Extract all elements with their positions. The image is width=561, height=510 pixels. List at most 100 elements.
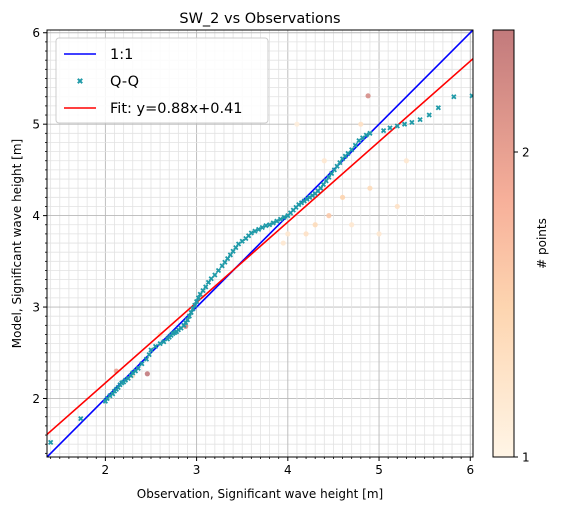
qq-point [148, 347, 154, 353]
qq-point-marker [146, 351, 152, 358]
x-tick-label: 2 [102, 463, 110, 477]
y-tick-label: 5 [32, 118, 40, 132]
legend-swatch-qq-marker [77, 78, 83, 84]
qq-point-marker [248, 230, 254, 236]
qq-point-marker [157, 340, 163, 347]
qq-point [215, 267, 222, 274]
qq-point [157, 340, 163, 347]
qq-point [248, 230, 254, 236]
qq-point-marker [255, 226, 262, 232]
qq-point-marker [435, 105, 441, 111]
qq-point-marker [208, 276, 214, 282]
qq-point [367, 130, 373, 136]
qq-point-marker [195, 295, 202, 301]
density-point [144, 371, 150, 377]
qq-point [139, 361, 145, 367]
qq-point-marker [259, 224, 265, 231]
density-point [358, 121, 364, 127]
qq-point-marker [266, 222, 273, 228]
x-axis-label: Observation, Significant wave height [m] [137, 487, 383, 501]
density-point [365, 93, 371, 99]
y-axis-ticks: 2 3 4 5 6 [32, 26, 47, 454]
qq-point-marker [78, 415, 84, 422]
qq-point [252, 228, 258, 234]
qq-point [277, 216, 284, 222]
y-tick-label: 2 [32, 392, 40, 406]
qq-point [363, 132, 369, 138]
qq-point-marker [188, 309, 194, 316]
qq-point-marker [367, 130, 373, 136]
qq-point [469, 93, 473, 99]
qq-point-marker [417, 116, 423, 123]
qq-point-marker [143, 356, 150, 362]
qq-point [394, 123, 400, 129]
legend-label-qq: Q-Q [110, 74, 139, 90]
density-point [294, 121, 300, 127]
density-point [326, 213, 332, 219]
qq-point-marker [139, 361, 145, 367]
qq-point-marker [215, 267, 222, 274]
qq-point-marker [345, 150, 351, 157]
qq-point [387, 125, 393, 131]
qq-point-marker [274, 218, 280, 224]
y-axis-label: Model, Significant wave height [m] [10, 139, 24, 348]
x-tick-label: 3 [193, 463, 201, 477]
qq-point-marker [48, 439, 54, 446]
colorbar-ticks: 12 [514, 146, 530, 465]
density-point [394, 203, 400, 210]
qq-point [146, 351, 152, 358]
colorbar-gradient [492, 29, 515, 458]
qq-point [426, 112, 432, 118]
qq-point-marker [252, 228, 258, 234]
chart-title: SW_2 vs Observations [179, 11, 340, 27]
density-point [312, 222, 318, 228]
density-point [285, 231, 291, 237]
qq-point-marker [349, 147, 355, 153]
colorbar-tick-label: 1 [522, 451, 530, 465]
qq-point [193, 298, 200, 305]
density-point [303, 231, 309, 237]
qq-point-marker [186, 313, 192, 319]
qq-point-marker [277, 216, 284, 222]
density-point [280, 240, 286, 246]
qq-point [345, 150, 351, 157]
x-axis-ticks: 2 3 4 5 6 [50, 457, 474, 477]
density-point [367, 185, 373, 191]
fit-line [47, 58, 473, 436]
qq-point [451, 94, 457, 100]
qq-point-marker [409, 119, 415, 125]
qq-point-marker [193, 298, 200, 305]
density-point [321, 158, 327, 164]
qq-point-marker [135, 365, 141, 371]
qq-point [152, 343, 159, 349]
qq-point-marker [426, 112, 432, 118]
qq-point-marker [212, 272, 218, 278]
qq-point [188, 309, 194, 316]
qq-point [195, 295, 202, 301]
qq-point [409, 119, 415, 125]
qq-point [78, 415, 84, 422]
qq-point [186, 313, 192, 319]
legend-box [55, 37, 269, 124]
qq-point [190, 306, 196, 312]
density-point [376, 231, 382, 237]
legend-label-fit: Fit: y=0.88x+0.41 [110, 101, 243, 117]
qq-point-marker [203, 284, 209, 290]
qq-point [352, 142, 358, 148]
qq-point [266, 222, 273, 228]
qq-point [212, 272, 218, 278]
qq-point [135, 365, 141, 371]
qq-point-marker [380, 127, 387, 134]
qq-point-marker [184, 317, 191, 323]
legend-label-one-to-one: 1:1 [110, 47, 133, 63]
qq-point-marker [363, 132, 369, 138]
x-tick-label: 4 [284, 463, 292, 477]
qq-point [281, 214, 287, 221]
qq-point [208, 276, 214, 282]
qq-point [263, 223, 269, 229]
colorbar-tick-label: 2 [522, 146, 530, 160]
colorbar: 12 # points [492, 29, 549, 465]
qq-point-marker [192, 302, 198, 308]
plot-frame [46, 29, 474, 458]
